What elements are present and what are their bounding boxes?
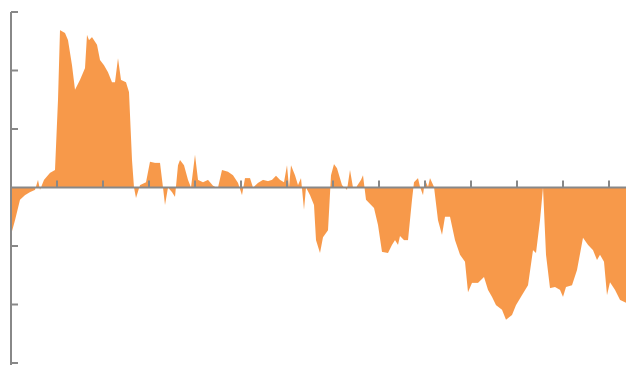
area [11, 30, 626, 320]
